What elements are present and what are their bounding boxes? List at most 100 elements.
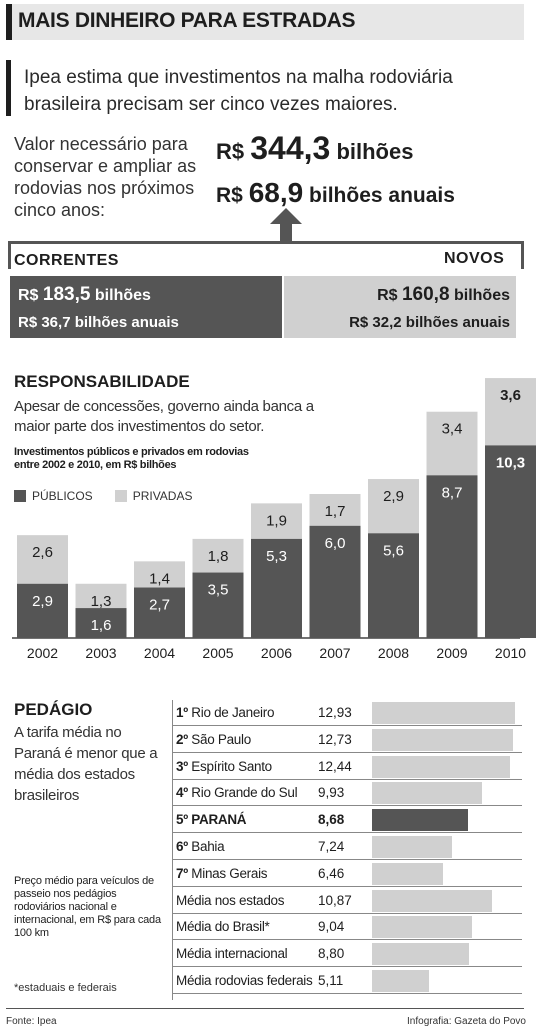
toll-rank: 5º [176,812,192,828]
title-bar [6,4,524,40]
data-label-publicos-2004: 2,7 [149,597,170,614]
bar-publicos-2003 [75,608,127,638]
bar-privadas-2010 [485,378,536,446]
up-arrow-icon [270,208,302,244]
toll-rank: 4º [176,785,192,801]
toll-value: 10,87 [318,892,352,908]
need-total-number: 344,3 [250,130,331,166]
toll-row: Média do Brasil* 9,04 [172,914,522,941]
toll-row: 7º Minas Gerais 6,46 [172,861,522,887]
toll-name: 7º Minas Gerais [176,865,268,881]
bar-publicos-2007 [309,525,361,638]
pedagio-title: PEDÁGIO [14,700,93,719]
data-label-publicos-2006: 5,3 [266,548,287,565]
novos-total: R$ 160,8 bilhões [377,284,510,306]
toll-row: 4º Rio Grande do Sul 9,93 [172,780,522,807]
correntes-label: CORRENTES [14,252,119,269]
toll-value: 12,93 [318,705,352,720]
data-label-privadas-2005: 1,8 [208,548,229,565]
data-label-privadas-2002: 2,6 [32,544,53,561]
toll-value: 9,04 [318,919,345,935]
correntes-currency: R$ [18,287,39,304]
bar-publicos-2008 [368,533,419,638]
intro-rule [6,60,11,116]
toll-bar [372,836,453,858]
toll-rank: 6º [176,839,192,854]
toll-value: 12,73 [318,731,352,747]
novos-number: 160,8 [401,284,450,305]
tick-label-2005: 2005 [202,645,233,661]
need-label: Valor necessário para conservar e amplia… [14,134,197,220]
data-label-publicos-2005: 3,5 [208,582,229,599]
toll-bar [372,782,482,805]
data-label-privadas-2003: 1,3 [91,593,112,610]
tick-label-2002: 2002 [27,645,58,661]
need-annual-number: 68,9 [248,177,304,208]
tick-label-2006: 2006 [261,645,292,661]
toll-bar [372,916,472,939]
bar-publicos-2010 [485,445,536,638]
need-total-currency: R$ [216,139,245,164]
toll-bar [372,889,493,912]
responsabilidade-title: RESPONSABILIDADE [14,372,190,391]
bar-publicos-2005 [192,572,244,638]
correntes-box: R$ 183,5 bilhões R$ 36,7 bilhões anuais [10,276,282,338]
legend: PÚBLICOS PRIVADAS [14,489,192,503]
toll-bar [372,862,444,885]
toll-value: 6,46 [318,865,345,881]
toll-bar [372,970,429,992]
toll-rank: 2º [176,731,192,747]
novos-unit: bilhões [453,287,510,304]
toll-value: 5,11 [318,973,344,988]
toll-name: 2º São Paulo [176,731,251,747]
toll-value: 8,80 [318,946,345,962]
data-label-privadas-2006: 1,9 [266,512,287,529]
page-title: MAIS DINHEIRO PARA ESTRADAS [18,9,356,32]
need-total: R$ 344,3 bilhões [216,130,413,167]
bar-publicos-2009 [426,475,478,638]
responsabilidade-subtitle: Apesar de concessões, governo ainda banc… [14,398,314,435]
bar-publicos-2004 [134,587,185,638]
pedagio-subtitle: A tarifa média no Paraná é menor que a m… [14,724,158,804]
intro-text: Ipea estima que investimentos na malha r… [24,67,453,115]
toll-bar [372,702,515,724]
toll-value: 9,93 [318,785,345,801]
legend-swatch-privadas [114,490,127,502]
toll-row: Média rodovias federais 5,11 [172,968,522,994]
legend-label-privadas: PRIVADAS [132,489,193,503]
correntes-annual: R$ 36,7 bilhões anuais [18,314,179,331]
tick-label-2007: 2007 [319,645,350,661]
novos-label: NOVOS [444,250,505,267]
toll-row: Média nos estados 10,87 [172,888,522,914]
data-label-privadas-2007: 1,7 [325,503,346,520]
need-annual-unit: bilhões anuais [309,184,455,207]
credit: Infografia: Gazeta do Povo [407,1016,526,1027]
pedagio-table-rule [172,700,173,1000]
bar-privadas-2003 [75,583,127,609]
data-label-publicos-2009: 8,7 [442,484,463,501]
toll-bar [372,943,470,966]
need-annual: R$ 68,9 bilhões anuais [216,177,455,209]
toll-bar [372,728,513,751]
toll-name: 1º Rio de Janeiro [176,705,275,720]
bar-publicos-2002 [17,583,68,638]
data-label-publicos-2010: 10,3 [496,454,525,471]
tick-label-2004: 2004 [144,645,175,661]
split-bracket [8,241,524,269]
pedagio-note: Preço médio para veículos de passeio nos… [14,875,161,939]
source: Fonte: Ipea [6,1016,57,1027]
data-label-publicos-2008: 5,6 [383,542,404,559]
bar-privadas-2007 [309,494,361,526]
data-label-privadas-2010: 3,6 [500,387,521,404]
tick-label-2003: 2003 [85,645,116,661]
data-label-privadas-2004: 1,4 [149,570,170,587]
toll-row: 3º Espírito Santo 12,44 [172,754,522,780]
toll-name: 6º Bahia [176,839,225,854]
toll-name: 3º Espírito Santo [176,758,272,774]
data-label-privadas-2008: 2,9 [383,488,404,505]
data-label-privadas-2009: 3,4 [442,421,463,438]
investment-chart: 2,9 2,6 2002 1,6 1,3 2003 2,7 1,4 2004 3,5 1,8 2005… [12,378,536,661]
toll-rank: 1º [176,705,192,720]
novos-annual: R$ 32,2 bilhões anuais [349,314,510,331]
toll-value: 7,24 [318,839,345,854]
